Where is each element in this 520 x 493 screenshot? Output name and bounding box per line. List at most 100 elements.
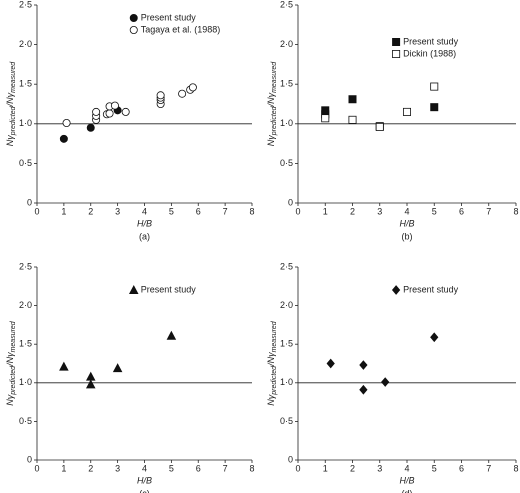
- data-point: [402, 107, 411, 116]
- y-tick-label: 0·5: [280, 416, 293, 426]
- caption: (d): [402, 488, 413, 493]
- x-tick-label: 1: [61, 206, 66, 216]
- x-tick-label: 1: [323, 463, 328, 473]
- x-tick-label: 0: [295, 206, 300, 216]
- x-tick-label: 0: [34, 206, 39, 216]
- y-axis-label-part: measured: [271, 61, 278, 93]
- y-axis-label-part: /Nγ: [266, 352, 276, 367]
- caption: (a): [139, 231, 150, 241]
- legend-label: Present study: [403, 284, 459, 294]
- x-tick-label: 8: [249, 463, 254, 473]
- x-tick-label: 5: [432, 463, 437, 473]
- y-axis-label: Nγpredicted/Nγmeasured: [266, 320, 277, 406]
- y-axis-label-part: measured: [10, 61, 17, 93]
- x-axis-label: H/B: [137, 218, 152, 228]
- y-tick-label: 0: [288, 197, 293, 207]
- legend-label: Present study: [141, 12, 197, 22]
- x-tick-label: 5: [169, 206, 174, 216]
- data-point: [321, 114, 330, 123]
- x-tick-label: 3: [377, 463, 382, 473]
- y-axis-label-part: predicted: [271, 105, 278, 136]
- x-tick-label: 6: [196, 463, 201, 473]
- data-point: [166, 330, 177, 340]
- caption: (c): [139, 488, 150, 493]
- data-point: [62, 119, 71, 128]
- y-tick-label: 2·0: [19, 300, 32, 310]
- data-point: [375, 122, 384, 131]
- x-tick-label: 5: [169, 463, 174, 473]
- legend-marker: [391, 285, 401, 295]
- data-point: [359, 360, 368, 370]
- y-axis-label-part: predicted: [10, 105, 17, 136]
- data-point: [59, 134, 68, 143]
- y-axis-label-part: predicted: [10, 365, 17, 396]
- y-axis-label-part: Nγ: [5, 135, 15, 146]
- y-tick-label: 2·5: [19, 261, 32, 271]
- data-point: [348, 115, 357, 124]
- x-tick-label: 7: [486, 206, 491, 216]
- y-axis-label: Nγpredicted/Nγmeasured: [5, 61, 16, 147]
- data-point: [92, 107, 101, 116]
- x-tick-label: 0: [295, 463, 300, 473]
- data-point: [85, 371, 96, 381]
- y-tick-label: 0: [27, 454, 32, 464]
- x-tick-label: 3: [115, 206, 120, 216]
- y-tick-label: 2·5: [19, 0, 32, 9]
- y-tick-label: 2·0: [280, 300, 293, 310]
- x-tick-label: 8: [513, 463, 518, 473]
- x-tick-label: 1: [323, 206, 328, 216]
- x-tick-label: 2: [88, 463, 93, 473]
- y-tick-label: 1·0: [280, 377, 293, 387]
- legend-marker: [128, 285, 139, 295]
- data-point: [348, 95, 357, 104]
- y-tick-label: 0: [27, 197, 32, 207]
- y-tick-label: 2·0: [19, 39, 32, 49]
- x-tick-label: 8: [513, 206, 518, 216]
- y-axis-label-part: measured: [271, 320, 278, 352]
- y-tick-label: 2·5: [280, 0, 293, 9]
- y-axis-label-part: /Nγ: [5, 92, 15, 107]
- legend-label: Tagaya et al. (1988): [141, 24, 221, 34]
- legend-label: Dickin (1988): [403, 48, 456, 58]
- data-point: [178, 89, 187, 98]
- legend-marker: [392, 50, 401, 59]
- y-axis-label-part: predicted: [271, 365, 278, 396]
- x-tick-label: 4: [142, 206, 147, 216]
- x-tick-label: 2: [88, 206, 93, 216]
- data-point: [112, 363, 123, 373]
- x-tick-label: 2: [350, 206, 355, 216]
- y-tick-label: 1·5: [19, 339, 32, 349]
- y-axis-label-part: /Nγ: [266, 92, 276, 107]
- x-tick-label: 8: [249, 206, 254, 216]
- x-tick-label: 1: [61, 463, 66, 473]
- data-point: [86, 123, 95, 132]
- y-axis-label-part: /Nγ: [5, 352, 15, 367]
- y-tick-label: 1·0: [280, 118, 293, 128]
- y-axis-label-part: Nγ: [5, 394, 15, 405]
- y-tick-label: 1·0: [19, 118, 32, 128]
- y-tick-label: 1·0: [19, 377, 32, 387]
- legend-marker: [392, 38, 401, 47]
- y-tick-label: 1·5: [280, 339, 293, 349]
- x-tick-label: 7: [223, 206, 228, 216]
- legend-label: Present study: [141, 284, 197, 294]
- y-axis-label: Nγpredicted/Nγmeasured: [5, 320, 16, 406]
- data-point: [110, 101, 119, 110]
- x-tick-label: 3: [377, 206, 382, 216]
- data-point: [381, 377, 390, 387]
- y-tick-label: 2·0: [280, 39, 293, 49]
- legend-marker: [129, 25, 138, 34]
- data-point: [430, 332, 439, 343]
- x-tick-label: 2: [350, 463, 355, 473]
- y-axis-label-part: measured: [10, 320, 17, 352]
- x-tick-label: 6: [196, 206, 201, 216]
- x-tick-label: 6: [459, 463, 464, 473]
- legend-marker: [129, 13, 138, 22]
- y-tick-label: 1·5: [19, 79, 32, 89]
- data-point: [430, 82, 439, 91]
- legend-label: Present study: [403, 36, 459, 46]
- x-axis-label: H/B: [399, 218, 414, 228]
- y-tick-label: 2·5: [280, 261, 293, 271]
- x-tick-label: 0: [34, 463, 39, 473]
